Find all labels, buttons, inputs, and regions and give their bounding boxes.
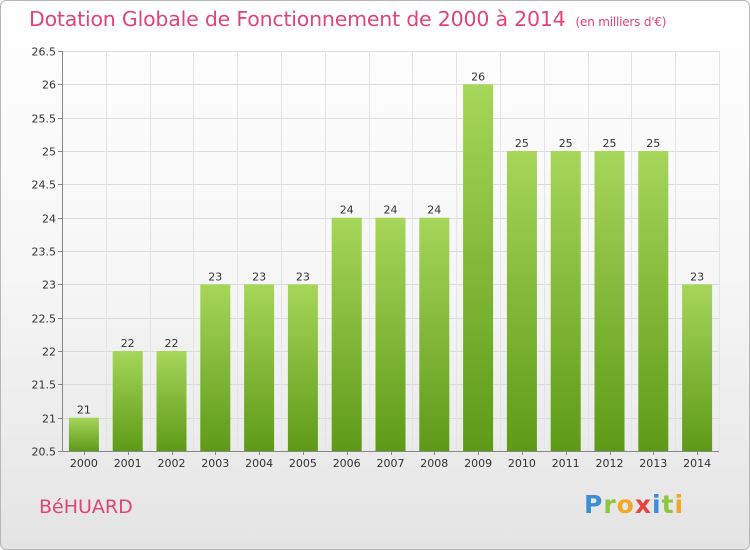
y-tick-label: 22.5 xyxy=(32,313,57,326)
y-tick-label: 21 xyxy=(42,413,56,426)
chart-title: Dotation Globale de Fonctionnement de 20… xyxy=(29,7,666,31)
x-tick-label: 2000 xyxy=(70,457,98,470)
bar-2005 xyxy=(287,284,318,451)
bar-2014 xyxy=(682,284,713,451)
bar-value-label: 25 xyxy=(515,137,529,150)
bar-2000 xyxy=(68,417,99,451)
y-tick-label: 22 xyxy=(42,346,56,359)
y-tick-label: 26.5 xyxy=(32,46,57,59)
x-tick-label: 2007 xyxy=(377,457,405,470)
bar-2010 xyxy=(506,151,537,451)
bars: 21 22 22 23 23 23 24 24 24 26 25 25 25 25 23 xyxy=(68,70,713,451)
bar-2003 xyxy=(200,284,231,451)
x-tick-label: 2009 xyxy=(464,457,492,470)
x-tick-label: 2005 xyxy=(289,457,317,470)
x-tick-label: 2011 xyxy=(552,457,580,470)
y-tick-label: 20.5 xyxy=(32,446,57,459)
x-tick-label: 2013 xyxy=(639,457,667,470)
bar-2004 xyxy=(244,284,275,451)
bar-value-label: 25 xyxy=(559,137,573,150)
x-tick-label: 2001 xyxy=(114,457,142,470)
bar-value-label: 23 xyxy=(252,270,266,283)
bar-value-label: 23 xyxy=(208,270,222,283)
y-tick-label: 21.5 xyxy=(32,379,57,392)
bar-value-label: 21 xyxy=(77,404,91,417)
x-tick-label: 2008 xyxy=(420,457,448,470)
bar-2008 xyxy=(419,217,450,451)
y-tick-label: 26 xyxy=(42,79,56,92)
bar-value-label: 24 xyxy=(384,204,398,217)
bar-2011 xyxy=(550,151,581,451)
bar-value-label: 23 xyxy=(690,270,704,283)
y-tick-label: 25 xyxy=(42,146,56,159)
bar-2001 xyxy=(112,351,143,451)
bar-value-label: 25 xyxy=(603,137,617,150)
y-tick-label: 24.5 xyxy=(32,179,57,192)
bar-2006 xyxy=(331,217,362,451)
bar-value-label: 26 xyxy=(471,70,485,83)
x-tick-label: 2010 xyxy=(508,457,536,470)
bar-2007 xyxy=(375,217,406,451)
chart-title-text: Dotation Globale de Fonctionnement de 20… xyxy=(29,7,566,31)
x-tick-label: 2012 xyxy=(596,457,624,470)
bar-2002 xyxy=(156,351,187,451)
chart-subtitle: (en milliers d'€) xyxy=(575,15,667,29)
x-tick-label: 2014 xyxy=(683,457,711,470)
x-tick-label: 2004 xyxy=(245,457,273,470)
axes: 20.5 21 21.5 22 22.5 23 23.5 24 24.5 25 25.5 26 26.5… xyxy=(32,46,719,470)
bar-2012 xyxy=(594,151,625,451)
bar-value-label: 24 xyxy=(427,204,441,217)
x-tick-label: 2006 xyxy=(333,457,361,470)
y-tick-label: 23.5 xyxy=(32,246,57,259)
bar-value-label: 22 xyxy=(165,337,179,350)
bar-value-label: 23 xyxy=(296,270,310,283)
y-tick-label: 23 xyxy=(42,279,56,292)
bar-2009 xyxy=(463,84,494,451)
bar-value-label: 24 xyxy=(340,204,354,217)
bar-value-label: 25 xyxy=(646,137,660,150)
x-tick-label: 2002 xyxy=(158,457,186,470)
bar-2013 xyxy=(638,151,669,451)
y-tick-label: 25.5 xyxy=(32,113,57,126)
town-name: BéHUARD xyxy=(39,496,133,518)
y-tick-label: 24 xyxy=(42,213,56,226)
proxiti-logo[interactable]: Proxiti xyxy=(584,490,685,519)
x-tick-label: 2003 xyxy=(201,457,229,470)
bar-value-label: 22 xyxy=(121,337,135,350)
